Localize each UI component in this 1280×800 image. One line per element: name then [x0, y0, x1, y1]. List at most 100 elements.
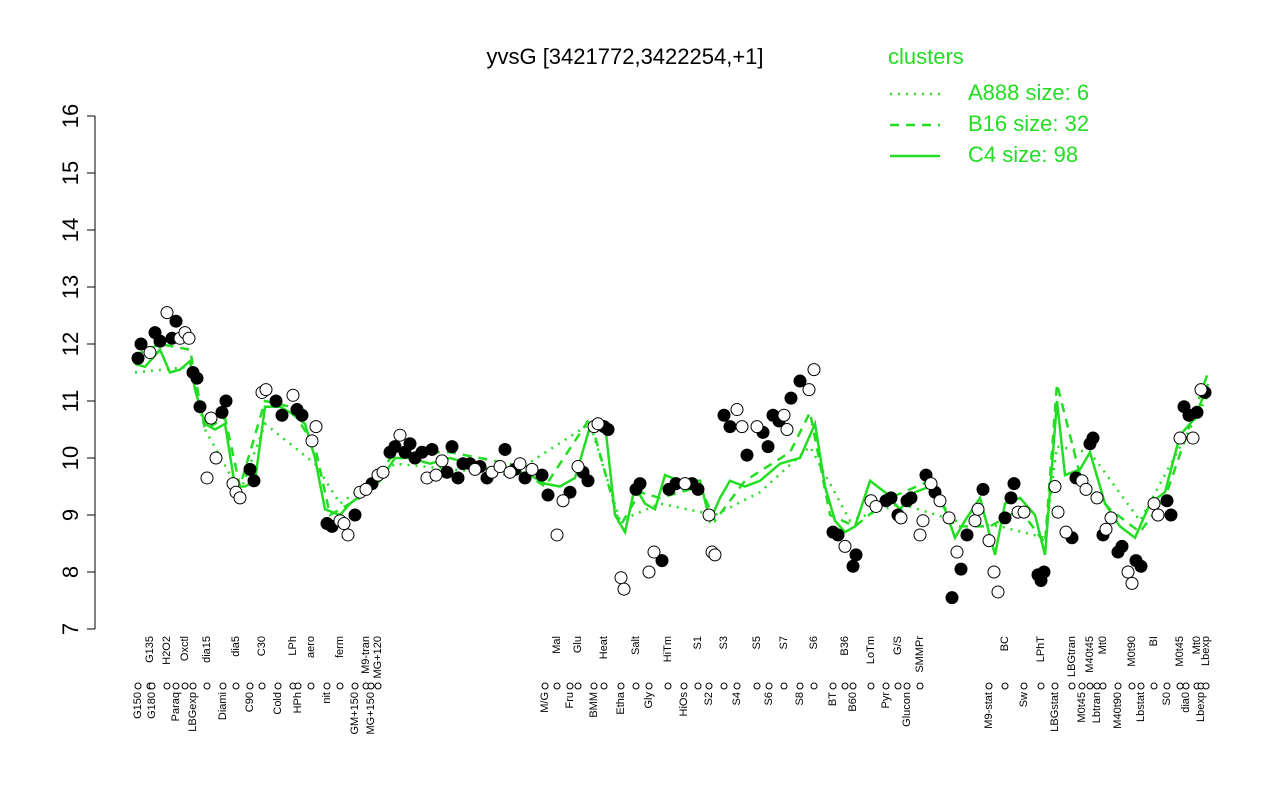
data-point: [200, 471, 214, 485]
x-tick: [632, 682, 640, 690]
x-tick-label: HPh: [292, 692, 304, 713]
data-point: [182, 331, 196, 345]
x-tick-label: HiOs: [678, 692, 690, 717]
x-tick-label: Salt: [630, 636, 642, 655]
data-point: [275, 408, 289, 422]
y-tick-label: 7: [58, 623, 83, 635]
data-point: [451, 471, 465, 485]
x-tick-label: LPh: [287, 636, 299, 656]
x-tick: [323, 682, 331, 690]
x-tick: [867, 682, 875, 690]
data-point: [784, 391, 798, 405]
data-point: [954, 562, 968, 576]
data-point: [1186, 431, 1200, 445]
x-tick-label: HiTm: [662, 636, 674, 662]
data-point: [976, 482, 990, 496]
data-point: [1079, 482, 1093, 496]
x-tick: [600, 682, 608, 690]
legend-label: C4 size: 98: [968, 142, 1078, 167]
data-point: [1164, 508, 1178, 522]
data-point: [134, 337, 148, 351]
data-point: [259, 383, 273, 397]
data-point: [493, 460, 507, 474]
x-tick-label: dia5: [230, 636, 242, 657]
data-point: [807, 363, 821, 377]
legend-label: A888 size: 6: [968, 80, 1089, 105]
data-point: [337, 517, 351, 531]
data-point: [1017, 505, 1031, 519]
x-tick-label: S4: [731, 692, 743, 705]
data-point: [518, 471, 532, 485]
data-point: [1086, 431, 1100, 445]
x-tick: [1137, 682, 1145, 690]
x-tick-label: Lbexp: [1195, 692, 1207, 722]
x-tick: [1051, 682, 1059, 690]
data-point: [846, 559, 860, 573]
x-tick: [232, 682, 240, 690]
data-point: [987, 565, 1001, 579]
data-point: [131, 351, 145, 365]
data-point: [831, 528, 845, 542]
data-point: [950, 545, 964, 559]
data-point: [802, 383, 816, 397]
x-tick-label: S6: [763, 692, 775, 705]
x-tick: [694, 682, 702, 690]
data-point: [269, 394, 283, 408]
x-tick-label: G/S: [892, 636, 904, 655]
data-point: [1190, 405, 1204, 419]
x-tick-label: Glucon: [901, 692, 913, 727]
data-point: [971, 502, 985, 516]
data-point: [550, 528, 564, 542]
x-tick: [916, 682, 924, 690]
x-tick: [553, 682, 561, 690]
x-tick: [148, 682, 156, 690]
data-point: [1125, 576, 1139, 590]
x-tick: [1202, 682, 1210, 690]
data-point: [403, 437, 417, 451]
y-tick-label: 13: [58, 275, 83, 299]
x-tick: [796, 682, 804, 690]
x-tick: [203, 682, 211, 690]
data-point: [190, 371, 204, 385]
data-point: [730, 403, 744, 417]
data-point: [933, 494, 947, 508]
x-tick-label: S6: [808, 636, 820, 649]
x-tick-label: M/G: [539, 692, 551, 713]
x-tick-label: Gly: [643, 692, 655, 709]
x-tick: [733, 682, 741, 690]
data-point: [991, 585, 1005, 599]
data-point: [601, 423, 615, 436]
data-point: [1099, 522, 1113, 536]
data-point: [535, 468, 549, 482]
data-point: [717, 408, 731, 422]
x-tick-label: Lbtran: [1091, 692, 1103, 723]
data-point: [960, 528, 974, 542]
data-point: [945, 591, 959, 605]
data-point: [777, 408, 791, 422]
x-tick: [374, 682, 382, 690]
x-tick-label: M0t90: [1126, 636, 1138, 667]
data-point: [708, 548, 722, 562]
data-point: [309, 420, 323, 434]
data-point: [571, 460, 585, 474]
data-point: [1059, 525, 1073, 539]
data-point: [153, 334, 167, 348]
x-tick: [189, 682, 197, 690]
data-point: [429, 468, 443, 482]
x-tick: [219, 682, 227, 690]
data-point: [243, 462, 257, 476]
x-tick-label: Diami: [217, 692, 229, 720]
x-tick-label: MG+150: [365, 692, 377, 735]
data-point: [884, 491, 898, 505]
data-point: [233, 491, 247, 505]
data-point: [678, 477, 692, 491]
x-tick: [849, 682, 857, 690]
data-point: [581, 474, 595, 488]
x-tick: [134, 682, 142, 690]
data-point: [982, 534, 996, 548]
data-point: [498, 442, 512, 456]
x-tick: [705, 682, 713, 690]
x-tick: [336, 682, 344, 690]
data-point: [617, 582, 631, 596]
